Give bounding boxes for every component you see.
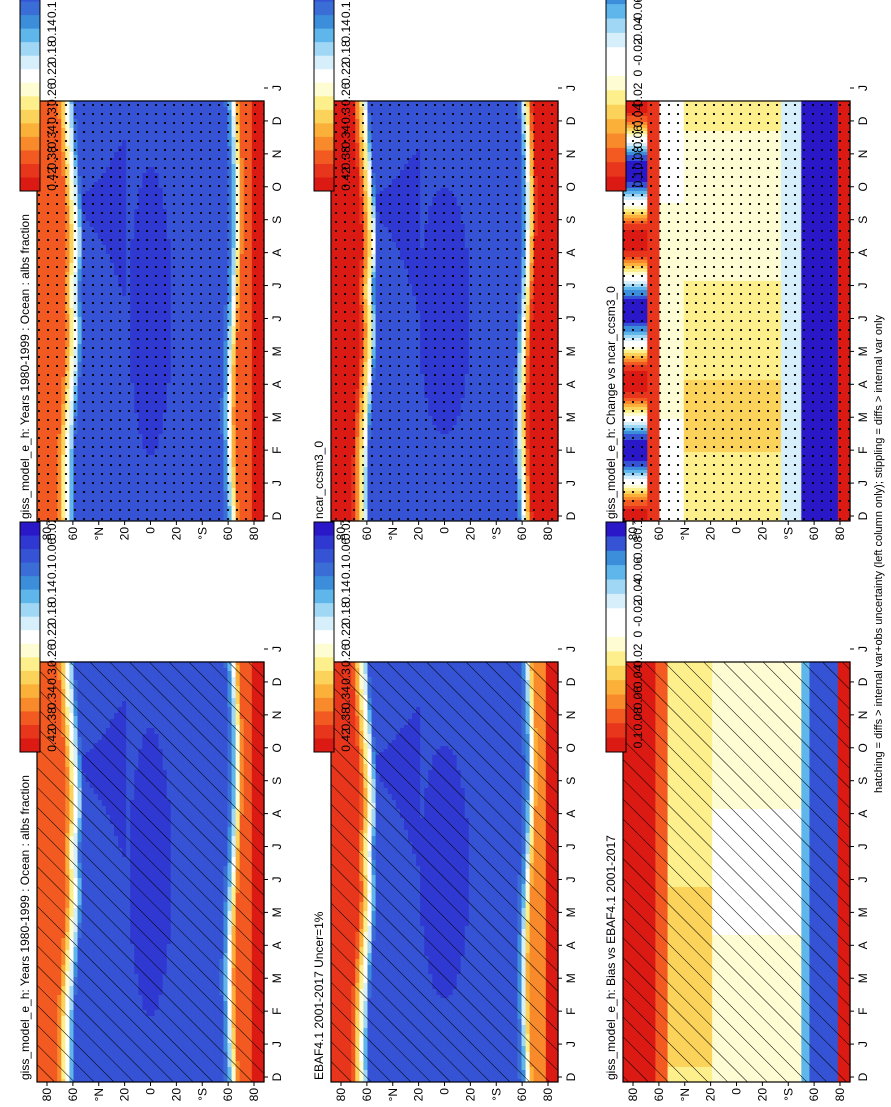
panel-title: giss_model_e_h: Years 1980-1999 : Ocean … [18,775,32,1080]
heatmap-panel: giss_model_e_h: Years 1980-1999 : Ocean … [18,516,284,1101]
